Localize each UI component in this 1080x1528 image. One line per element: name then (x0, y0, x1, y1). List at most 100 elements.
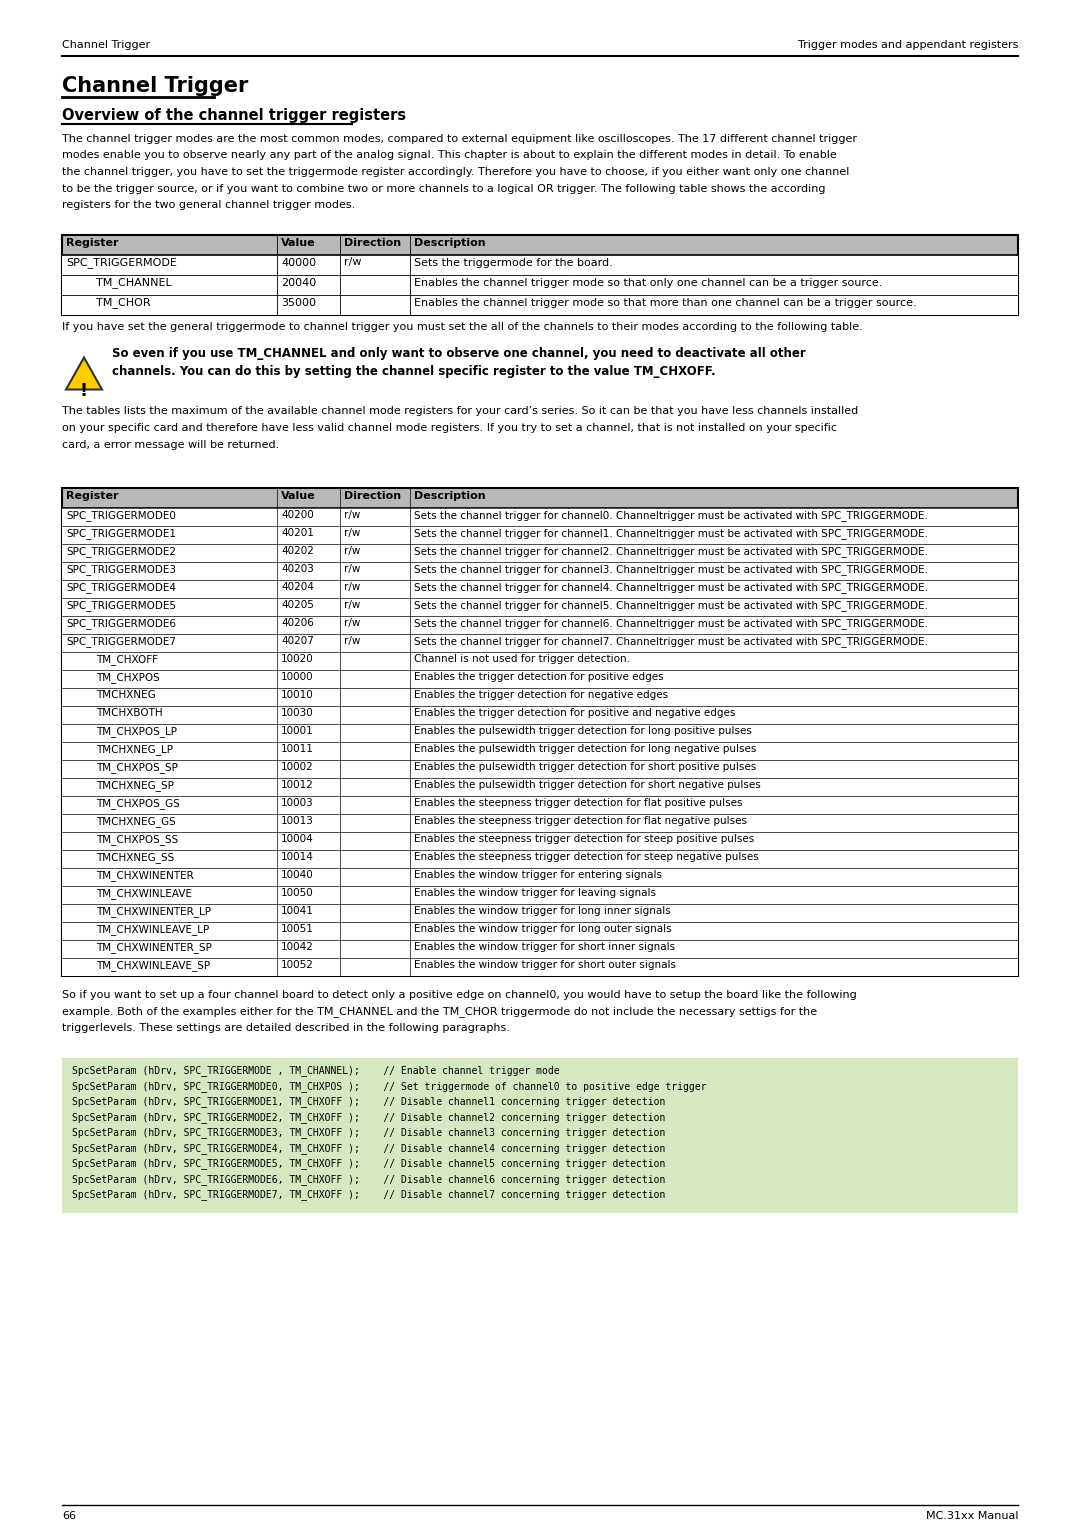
Text: 40204: 40204 (281, 582, 314, 591)
Text: TMCHXNEG_SS: TMCHXNEG_SS (96, 853, 174, 863)
Text: TM_CHXPOS_GS: TM_CHXPOS_GS (96, 798, 179, 808)
Text: TM_CHANNEL: TM_CHANNEL (96, 278, 172, 289)
Text: 40000: 40000 (281, 258, 316, 267)
Bar (62, 234, 1018, 315)
Text: The tables lists the maximum of the available channel mode registers for your ca: The tables lists the maximum of the avai… (62, 406, 859, 417)
Bar (62, 796, 1018, 814)
Bar (62, 886, 1018, 905)
Text: Enables the trigger detection for negative edges: Enables the trigger detection for negati… (414, 691, 669, 700)
Text: Trigger modes and appendant registers: Trigger modes and appendant registers (798, 40, 1018, 50)
Text: 40203: 40203 (281, 564, 314, 575)
Bar (62, 487, 1018, 976)
Text: SpcSetParam (hDrv, SPC_TRIGGERMODE2, TM_CHXOFF );    // Disable channel2 concern: SpcSetParam (hDrv, SPC_TRIGGERMODE2, TM_… (72, 1112, 665, 1123)
Text: SPC_TRIGGERMODE4: SPC_TRIGGERMODE4 (66, 582, 176, 593)
Text: 66: 66 (62, 1511, 76, 1520)
Text: Enables the window trigger for short outer signals: Enables the window trigger for short out… (414, 960, 676, 970)
Text: 10042: 10042 (281, 941, 314, 952)
Text: r/w: r/w (345, 582, 361, 591)
Text: 10030: 10030 (281, 707, 314, 718)
Text: Sets the channel trigger for channel4. Channeltrigger must be activated with SPC: Sets the channel trigger for channel4. C… (414, 582, 928, 593)
Text: Enables the pulsewidth trigger detection for long positive pulses: Enables the pulsewidth trigger detection… (414, 726, 752, 736)
Text: Sets the channel trigger for channel6. Channeltrigger must be activated with SPC: Sets the channel trigger for channel6. C… (414, 617, 928, 630)
Bar (62, 1057, 1018, 1213)
Text: Description: Description (414, 490, 486, 501)
Bar (62, 833, 1018, 850)
Text: r/w: r/w (345, 258, 362, 267)
Text: !: ! (80, 382, 89, 399)
Text: Enables the trigger detection for positive edges: Enables the trigger detection for positi… (414, 672, 663, 681)
Text: 40205: 40205 (281, 601, 314, 610)
Text: 10004: 10004 (281, 834, 314, 843)
Text: Register: Register (66, 490, 119, 501)
Text: 40206: 40206 (281, 617, 314, 628)
Text: r/w: r/w (345, 617, 361, 628)
Text: r/w: r/w (345, 529, 361, 538)
Text: SPC_TRIGGERMODE5: SPC_TRIGGERMODE5 (66, 601, 176, 611)
Text: 10050: 10050 (281, 888, 314, 898)
Text: SpcSetParam (hDrv, SPC_TRIGGERMODE4, TM_CHXOFF );    // Disable channel4 concern: SpcSetParam (hDrv, SPC_TRIGGERMODE4, TM_… (72, 1143, 665, 1154)
Text: TM_CHXWINLEAVE_SP: TM_CHXWINLEAVE_SP (96, 960, 211, 970)
Text: SPC_TRIGGERMODE6: SPC_TRIGGERMODE6 (66, 617, 176, 630)
Text: Register: Register (66, 237, 119, 248)
Text: Sets the channel trigger for channel2. Channeltrigger must be activated with SPC: Sets the channel trigger for channel2. C… (414, 545, 928, 556)
Text: SPC_TRIGGERMODE1: SPC_TRIGGERMODE1 (66, 529, 176, 539)
Text: TM_CHXWINENTER_LP: TM_CHXWINENTER_LP (96, 906, 211, 917)
Text: SPC_TRIGGERMODE3: SPC_TRIGGERMODE3 (66, 564, 176, 575)
Text: SpcSetParam (hDrv, SPC_TRIGGERMODE6, TM_CHXOFF );    // Disable channel6 concern: SpcSetParam (hDrv, SPC_TRIGGERMODE6, TM_… (72, 1174, 665, 1184)
Text: r/w: r/w (345, 510, 361, 520)
Text: MC.31xx Manual: MC.31xx Manual (926, 1511, 1018, 1520)
Text: SPC_TRIGGERMODE2: SPC_TRIGGERMODE2 (66, 545, 176, 556)
Text: registers for the two general channel trigger modes.: registers for the two general channel tr… (62, 200, 355, 209)
Text: SPC_TRIGGERMODE: SPC_TRIGGERMODE (66, 258, 177, 269)
Text: Enables the window trigger for entering signals: Enables the window trigger for entering … (414, 869, 662, 880)
Text: Enables the channel trigger mode so that only one channel can be a trigger sourc: Enables the channel trigger mode so that… (414, 278, 882, 287)
Bar (62, 616, 1018, 634)
Bar (62, 507, 1018, 526)
Text: 10014: 10014 (281, 853, 314, 862)
Text: So even if you use TM_CHANNEL and only want to observe one channel, you need to : So even if you use TM_CHANNEL and only w… (112, 347, 806, 359)
Text: 10020: 10020 (281, 654, 314, 665)
Text: 10011: 10011 (281, 744, 314, 753)
Text: Enables the steepness trigger detection for flat positive pulses: Enables the steepness trigger detection … (414, 798, 743, 808)
Text: Overview of the channel trigger registers: Overview of the channel trigger register… (62, 108, 406, 122)
Text: 10002: 10002 (281, 762, 314, 772)
Text: SPC_TRIGGERMODE0: SPC_TRIGGERMODE0 (66, 510, 176, 521)
Bar (62, 743, 1018, 759)
Text: TMCHXNEG: TMCHXNEG (96, 691, 156, 700)
Text: SpcSetParam (hDrv, SPC_TRIGGERMODE1, TM_CHXOFF );    // Disable channel1 concern: SpcSetParam (hDrv, SPC_TRIGGERMODE1, TM_… (72, 1097, 665, 1108)
Text: 20040: 20040 (281, 278, 316, 287)
Text: TM_CHXOFF: TM_CHXOFF (96, 654, 158, 665)
Text: Enables the pulsewidth trigger detection for short positive pulses: Enables the pulsewidth trigger detection… (414, 762, 756, 772)
Text: Sets the channel trigger for channel7. Channeltrigger must be activated with SPC: Sets the channel trigger for channel7. C… (414, 636, 928, 646)
Bar (62, 706, 1018, 724)
Text: 10051: 10051 (281, 924, 314, 934)
Text: TMCHXBOTH: TMCHXBOTH (96, 707, 163, 718)
Bar (62, 275, 1018, 295)
Text: example. Both of the examples either for the TM_CHANNEL and the TM_CHOR triggerm: example. Both of the examples either for… (62, 1007, 818, 1018)
Text: Enables the window trigger for leaving signals: Enables the window trigger for leaving s… (414, 888, 656, 898)
Text: SpcSetParam (hDrv, SPC_TRIGGERMODE , TM_CHANNEL);    // Enable channel trigger m: SpcSetParam (hDrv, SPC_TRIGGERMODE , TM_… (72, 1065, 559, 1076)
Text: TM_CHXWINENTER: TM_CHXWINENTER (96, 869, 193, 882)
Bar (62, 634, 1018, 652)
Text: TMCHXNEG_LP: TMCHXNEG_LP (96, 744, 173, 755)
Bar (62, 868, 1018, 886)
Text: TM_CHOR: TM_CHOR (96, 298, 150, 309)
Bar (62, 724, 1018, 743)
Text: SpcSetParam (hDrv, SPC_TRIGGERMODE5, TM_CHXOFF );    // Disable channel5 concern: SpcSetParam (hDrv, SPC_TRIGGERMODE5, TM_… (72, 1158, 665, 1169)
Bar (62, 581, 1018, 597)
Bar (62, 544, 1018, 562)
Text: TM_CHXWINENTER_SP: TM_CHXWINENTER_SP (96, 941, 212, 953)
Text: Enables the steepness trigger detection for steep positive pulses: Enables the steepness trigger detection … (414, 834, 754, 843)
Text: Enables the window trigger for short inner signals: Enables the window trigger for short inn… (414, 941, 675, 952)
Text: TM_CHXPOS_LP: TM_CHXPOS_LP (96, 726, 177, 736)
Text: card, a error message will be returned.: card, a error message will be returned. (62, 440, 280, 449)
Text: The channel trigger modes are the most common modes, compared to external equipm: The channel trigger modes are the most c… (62, 134, 858, 144)
Text: 10012: 10012 (281, 779, 314, 790)
Text: Value: Value (281, 490, 315, 501)
Text: Sets the channel trigger for channel5. Channeltrigger must be activated with SPC: Sets the channel trigger for channel5. C… (414, 601, 928, 611)
Polygon shape (66, 358, 102, 390)
Text: SPC_TRIGGERMODE7: SPC_TRIGGERMODE7 (66, 636, 176, 646)
Bar (62, 778, 1018, 796)
Text: Channel Trigger: Channel Trigger (62, 40, 150, 50)
Text: r/w: r/w (345, 564, 361, 575)
